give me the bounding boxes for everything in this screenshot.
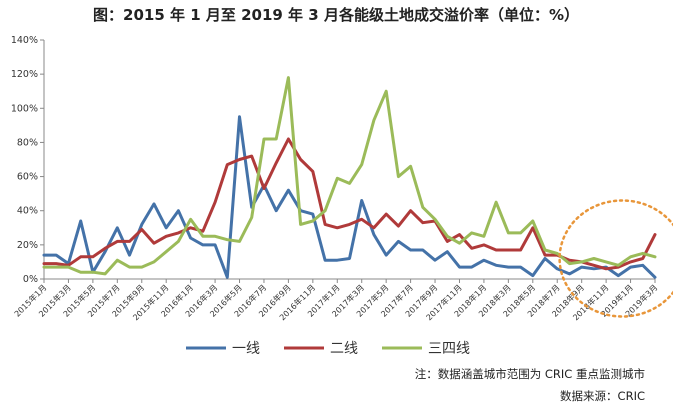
legend: 一线 二线 三四线 [186,341,470,357]
series-lines [42,76,657,279]
legend-label-2: 二线 [330,341,358,357]
y-tick-label: 140% [11,35,38,46]
chart-title: 图：2015 年 1 月至 2019 年 3 月各能级土地成交溢价率（单位：%） [93,6,579,24]
y-axis-ticks: 0% 20% 40% 60% 80% 100% 120% 140% [11,35,44,285]
series-line-2 [42,137,657,271]
highlight-circle [558,199,673,318]
series-line-3 [42,76,657,276]
y-tick-label: 0% [23,274,38,285]
y-tick-label: 100% [11,103,38,114]
x-axis-ticks: 2015年1月2015年3月2015年5月2015年7月2015年9月2015年… [12,279,659,322]
y-tick-label: 60% [17,172,38,183]
legend-label-1: 一线 [232,341,260,357]
legend-label-3: 三四线 [428,341,470,357]
chart-axes [43,40,655,280]
footer-source: 数据来源：CRIC [560,389,645,403]
y-tick-label: 40% [17,206,38,217]
series-line-1 [42,115,657,279]
footer-note: 注：数据涵盖城市范围为 CRIC 重点监测城市 [415,367,645,381]
y-tick-label: 20% [17,240,38,251]
y-tick-label: 120% [11,69,38,80]
y-tick-label: 80% [17,137,38,148]
